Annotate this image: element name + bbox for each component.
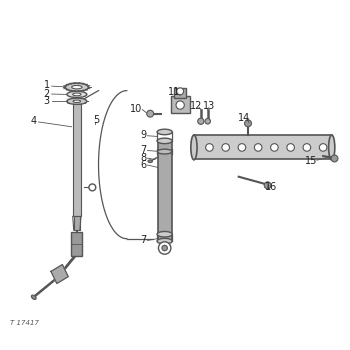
Ellipse shape xyxy=(67,91,87,98)
Ellipse shape xyxy=(73,93,81,96)
Ellipse shape xyxy=(158,149,172,154)
Circle shape xyxy=(245,120,251,127)
Text: 13: 13 xyxy=(203,101,215,111)
Bar xyxy=(194,135,332,160)
Text: T 17417: T 17417 xyxy=(10,320,39,326)
Text: 11: 11 xyxy=(168,87,181,97)
Text: 15: 15 xyxy=(305,156,317,166)
Circle shape xyxy=(176,101,184,109)
Bar xyxy=(73,103,81,216)
Circle shape xyxy=(177,88,184,95)
Ellipse shape xyxy=(191,135,197,160)
Circle shape xyxy=(206,144,213,151)
Circle shape xyxy=(287,144,294,151)
Circle shape xyxy=(303,144,311,151)
Bar xyxy=(170,97,190,113)
Circle shape xyxy=(147,110,154,117)
Circle shape xyxy=(205,119,210,124)
Text: 10: 10 xyxy=(130,104,142,114)
Text: 16: 16 xyxy=(265,182,278,192)
Bar xyxy=(158,140,172,240)
Text: 1: 1 xyxy=(44,80,50,90)
Circle shape xyxy=(331,155,338,162)
Circle shape xyxy=(222,144,230,151)
Ellipse shape xyxy=(67,98,87,104)
Circle shape xyxy=(238,144,246,151)
Circle shape xyxy=(254,144,262,151)
Text: 3: 3 xyxy=(44,96,50,106)
Circle shape xyxy=(89,184,96,191)
Text: 12: 12 xyxy=(190,101,203,111)
Text: 14: 14 xyxy=(238,113,251,123)
Ellipse shape xyxy=(157,238,172,244)
Text: 2: 2 xyxy=(44,89,50,99)
Text: 7: 7 xyxy=(140,145,146,155)
Circle shape xyxy=(264,182,271,189)
Ellipse shape xyxy=(157,138,172,143)
Circle shape xyxy=(271,144,278,151)
Text: 7: 7 xyxy=(140,236,146,245)
Ellipse shape xyxy=(65,83,89,91)
Text: 9: 9 xyxy=(140,130,146,140)
Bar xyxy=(71,232,82,256)
Ellipse shape xyxy=(73,100,80,103)
Text: 6: 6 xyxy=(140,160,146,170)
Circle shape xyxy=(162,245,167,251)
Ellipse shape xyxy=(72,85,82,89)
Ellipse shape xyxy=(329,135,335,160)
Circle shape xyxy=(319,144,327,151)
Polygon shape xyxy=(51,265,68,284)
Ellipse shape xyxy=(32,295,36,300)
Circle shape xyxy=(198,118,204,124)
Text: 4: 4 xyxy=(31,116,37,126)
Circle shape xyxy=(159,242,171,254)
Text: 5: 5 xyxy=(93,115,100,125)
Ellipse shape xyxy=(148,160,153,163)
Ellipse shape xyxy=(157,129,172,135)
Bar xyxy=(174,88,186,98)
Ellipse shape xyxy=(157,231,172,237)
Bar xyxy=(74,216,80,230)
Text: 8: 8 xyxy=(140,153,146,163)
